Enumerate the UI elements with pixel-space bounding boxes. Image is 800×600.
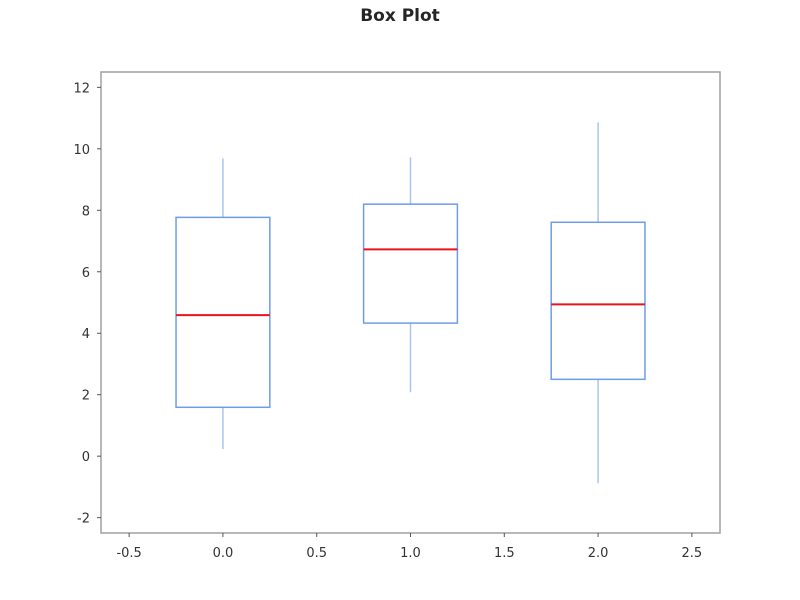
box	[362, 203, 459, 324]
chart-title: Box Plot	[360, 6, 440, 26]
x-tick-label: 0.5	[306, 546, 327, 561]
y-tick-label: 8	[82, 204, 90, 219]
box	[175, 216, 271, 409]
y-tick-label: 2	[82, 389, 90, 404]
x-tick-label: 1.5	[494, 546, 515, 561]
y-tick-label: -2	[77, 512, 90, 527]
y-tick-label: 4	[82, 327, 90, 342]
x-tick-label: 1.0	[400, 546, 421, 561]
y-tick-label: 6	[82, 266, 90, 281]
x-tick-label: 2.5	[682, 546, 703, 561]
box	[550, 221, 646, 381]
x-tick-label: -0.5	[116, 546, 141, 561]
y-tick-label: 10	[73, 143, 90, 158]
x-tick-label: 0.0	[213, 546, 234, 561]
x-tick-label: 2.0	[588, 546, 609, 561]
y-tick-label: 0	[82, 450, 90, 465]
plot-frame	[100, 71, 721, 534]
y-tick-label: 12	[73, 81, 90, 96]
